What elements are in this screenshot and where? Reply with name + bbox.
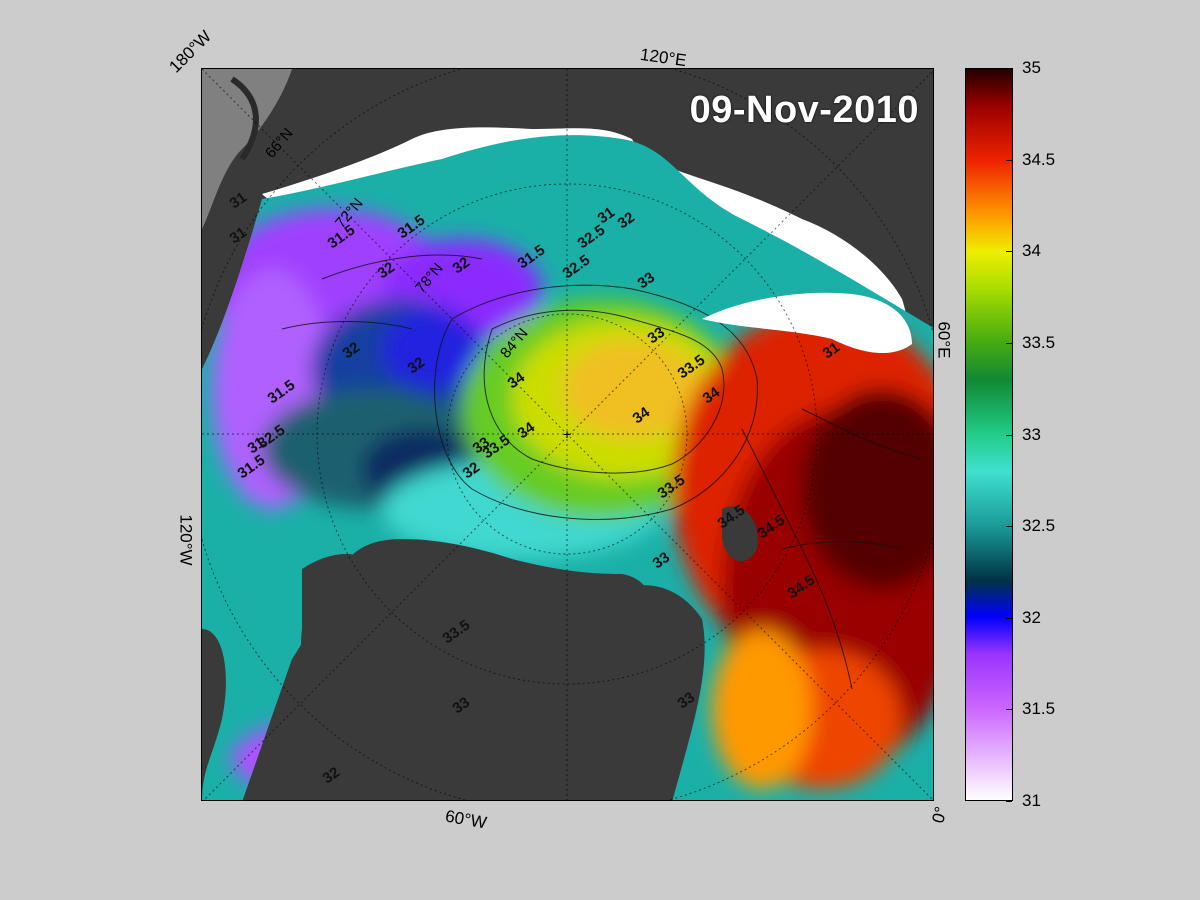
contour-label: 31 [595,204,618,227]
contour-label: 32 [340,339,363,362]
colorbar-tick-label: 32.5 [1022,516,1056,536]
colorbar-tick-label: 33 [1022,424,1041,444]
graticule [202,69,933,800]
lon-label-0: 0° [928,804,951,826]
contour-label: 33 [675,689,698,712]
contour-label: 33 [650,549,673,572]
colorbar-tick-mark [1006,342,1012,344]
contour-label: 31 [820,339,843,362]
contour-label: 31 [245,434,268,457]
lon-label-60w: 60°W [443,806,489,833]
date-label: 09-Nov-2010 [689,89,919,131]
contour-label: 31 [227,224,250,247]
colorbar-tick-label: 35 [1022,58,1041,77]
contour-label: 32 [320,764,343,787]
colorbar-tick-mark [1006,801,1012,802]
colorbar-tick-mark [1006,709,1012,711]
contour-label: 32 [375,259,398,282]
contour-label: 33 [470,434,493,457]
colorbar-tick-mark [1006,434,1012,436]
contour-label: 31 [227,189,250,212]
colorbar-tick-label: 32 [1022,607,1041,627]
contour-label: 32 [460,459,483,482]
salinity-map: + 66°N 72°N 78°N 84°N 31 31 31.5 31.5 32 32.5… [201,68,934,801]
colorbar-tick-label: 33.5 [1022,332,1056,352]
contour-label: 32 [450,254,473,277]
colorbar-tick-mark [1006,68,1012,69]
shelf-region [202,69,292,229]
sea-ice-east [702,292,912,354]
contour-label: 33 [645,324,668,347]
landmasses [202,69,933,800]
contour-label: 33 [450,694,473,717]
pole-marker: + [563,426,571,442]
colorbar-tick-label: 34.5 [1022,149,1056,169]
lon-label-120w: 120°W [176,514,196,566]
colorbar-tick-mark [1006,251,1012,253]
colorbar-tick-label: 31.5 [1022,699,1056,719]
colorbar-tick-label: 34 [1022,241,1041,261]
colorbar-tick-mark [1006,159,1012,161]
contour-label: 33 [635,269,658,292]
colorbar-tick-mark [1006,526,1012,528]
contour-label: 32 [615,209,638,232]
lon-label-60e: 60°E [934,321,954,359]
contour-label: 32 [405,354,428,377]
coastline [230,76,259,161]
colorbar-tick-mark [1006,617,1012,619]
colorbar [965,68,1013,801]
colorbar-tick-label: 31 [1022,791,1041,810]
